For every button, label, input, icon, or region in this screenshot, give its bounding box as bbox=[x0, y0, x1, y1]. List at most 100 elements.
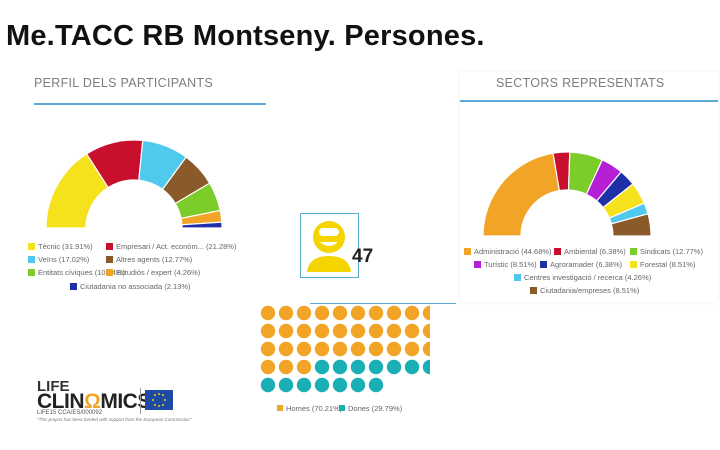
dones-dot bbox=[368, 377, 384, 393]
homes-dot bbox=[314, 323, 330, 339]
sectors-slice-8 bbox=[610, 213, 652, 237]
legend-swatch bbox=[106, 256, 113, 263]
legend-label: Ciutadania/empreses (8.51%) bbox=[540, 286, 640, 295]
homes-dot bbox=[350, 305, 366, 321]
profile-slice-7 bbox=[181, 221, 223, 229]
homes-dot bbox=[314, 305, 330, 321]
title-underline bbox=[34, 103, 266, 105]
legend-label: Tècnic (31.91%) bbox=[38, 242, 93, 251]
homes-dot bbox=[422, 341, 430, 357]
profile-legend-item: Veïns (17.02%) bbox=[28, 255, 89, 264]
participant-avatar bbox=[300, 213, 359, 278]
legend-swatch bbox=[106, 243, 113, 250]
homes-dot bbox=[368, 305, 384, 321]
legend-swatch bbox=[540, 261, 547, 268]
legend-swatch bbox=[28, 243, 35, 250]
homes-dot bbox=[296, 305, 312, 321]
person-icon bbox=[307, 221, 351, 272]
homes-dot bbox=[368, 341, 384, 357]
waffle-legend-swatch bbox=[339, 405, 345, 411]
dones-dot bbox=[422, 359, 430, 375]
logo-note: "This project has been funded with suppo… bbox=[37, 417, 192, 422]
legend-swatch bbox=[28, 256, 35, 263]
legend-label: Estudiós / expert (4.26%) bbox=[116, 268, 201, 277]
logo-clin-text: CLIN bbox=[37, 390, 85, 413]
legend-label: Administració (44.68%) bbox=[474, 247, 552, 256]
legend-swatch bbox=[28, 269, 35, 276]
homes-dot bbox=[404, 305, 420, 321]
profile-legend-item: Tècnic (31.91%) bbox=[28, 242, 93, 251]
profile-legend-item: Altres agents (12.77%) bbox=[106, 255, 192, 264]
sectors-legend-item: Turístic (8.51%) bbox=[474, 260, 537, 269]
homes-dot bbox=[260, 305, 276, 321]
sectors-legend-item: Sindicats (12.77%) bbox=[630, 247, 703, 256]
homes-dot bbox=[422, 305, 430, 321]
life-clinomics-logo: LIFE CLINΩMICS LIFE15 CCA/ES/000092 "Thi… bbox=[37, 378, 191, 428]
participant-profile-title: PERFIL DELS PARTICIPANTS bbox=[34, 76, 214, 90]
waffle-legend-label: Dones (29.79%) bbox=[348, 404, 403, 413]
dones-dot bbox=[350, 359, 366, 375]
legend-label: Turístic (8.51%) bbox=[484, 260, 537, 269]
homes-dot bbox=[422, 323, 430, 339]
legend-label: Empresari / Act. econòm... (21.28%) bbox=[116, 242, 237, 251]
profile-legend-item: Ciutadania no associada (2.13%) bbox=[70, 282, 191, 291]
dones-dot bbox=[296, 377, 312, 393]
homes-dot bbox=[278, 305, 294, 321]
logo-clinomics-text: CLINΩMICS bbox=[37, 390, 151, 414]
legend-swatch bbox=[70, 283, 77, 290]
homes-dot bbox=[332, 323, 348, 339]
logo-mics-text: MICS bbox=[100, 390, 151, 413]
participant-count: 47 bbox=[352, 246, 374, 267]
dones-dot bbox=[368, 359, 384, 375]
profile-legend-item: Entitats cíviques (10.64%) bbox=[28, 268, 125, 277]
sectors-panel: SECTORS REPRESENTATS Administració (44.6… bbox=[460, 72, 718, 302]
dones-dot bbox=[332, 377, 348, 393]
homes-dot bbox=[386, 323, 402, 339]
homes-dot bbox=[296, 323, 312, 339]
waffle-legend-label: Homes (70.21%) bbox=[286, 404, 343, 413]
legend-swatch bbox=[464, 248, 471, 255]
profile-legend-item: Empresari / Act. econòm... (21.28%) bbox=[106, 242, 236, 251]
page-title: Me.TACC RB Montseny. Persones. bbox=[6, 20, 485, 52]
legend-label: Sindicats (12.77%) bbox=[640, 247, 703, 256]
legend-swatch bbox=[474, 261, 481, 268]
homes-dot bbox=[278, 341, 294, 357]
homes-dot bbox=[368, 323, 384, 339]
homes-dot bbox=[296, 359, 312, 375]
title-underline bbox=[460, 100, 718, 102]
legend-label: Forestal (8.51%) bbox=[640, 260, 696, 269]
sectors-chart bbox=[482, 151, 652, 237]
homes-dot bbox=[386, 305, 402, 321]
dones-dot bbox=[386, 359, 402, 375]
sectors-legend-item: Ciutadania/empreses (8.51%) bbox=[530, 286, 639, 295]
eu-flag-icon bbox=[145, 390, 173, 410]
legend-label: Entitats cíviques (10.64%) bbox=[38, 268, 126, 277]
dones-dot bbox=[404, 359, 420, 375]
logo-code: LIFE15 CCA/ES/000092 bbox=[37, 410, 103, 416]
logo-life-text: LIFE bbox=[37, 378, 70, 395]
sectors-legend-item: Ambiental (6.38%) bbox=[554, 247, 626, 256]
sectors-slice-1 bbox=[482, 152, 561, 237]
legend-swatch bbox=[530, 287, 537, 294]
waffle-legend-swatch bbox=[277, 405, 283, 411]
homes-dot bbox=[260, 359, 276, 375]
homes-dot bbox=[332, 305, 348, 321]
homes-dot bbox=[386, 341, 402, 357]
legend-swatch bbox=[630, 248, 637, 255]
logo-separator bbox=[140, 388, 141, 414]
participant-profile-chart bbox=[45, 139, 223, 229]
legend-label: Agroramader (6.38%) bbox=[550, 260, 623, 269]
homes-dot bbox=[260, 341, 276, 357]
homes-dot bbox=[404, 341, 420, 357]
homes-dot bbox=[296, 341, 312, 357]
section-divider bbox=[310, 303, 456, 304]
sectors-legend-item: Centres investigació / recerca (4.26%) bbox=[514, 273, 651, 282]
legend-swatch bbox=[554, 248, 561, 255]
logo-o-icon: Ω bbox=[84, 390, 101, 413]
dones-dot bbox=[332, 359, 348, 375]
legend-swatch bbox=[630, 261, 637, 268]
sectors-title: SECTORS REPRESENTATS bbox=[496, 76, 665, 90]
sectors-legend-item: Agroramader (6.38%) bbox=[540, 260, 622, 269]
dones-dot bbox=[350, 377, 366, 393]
legend-swatch bbox=[514, 274, 521, 281]
